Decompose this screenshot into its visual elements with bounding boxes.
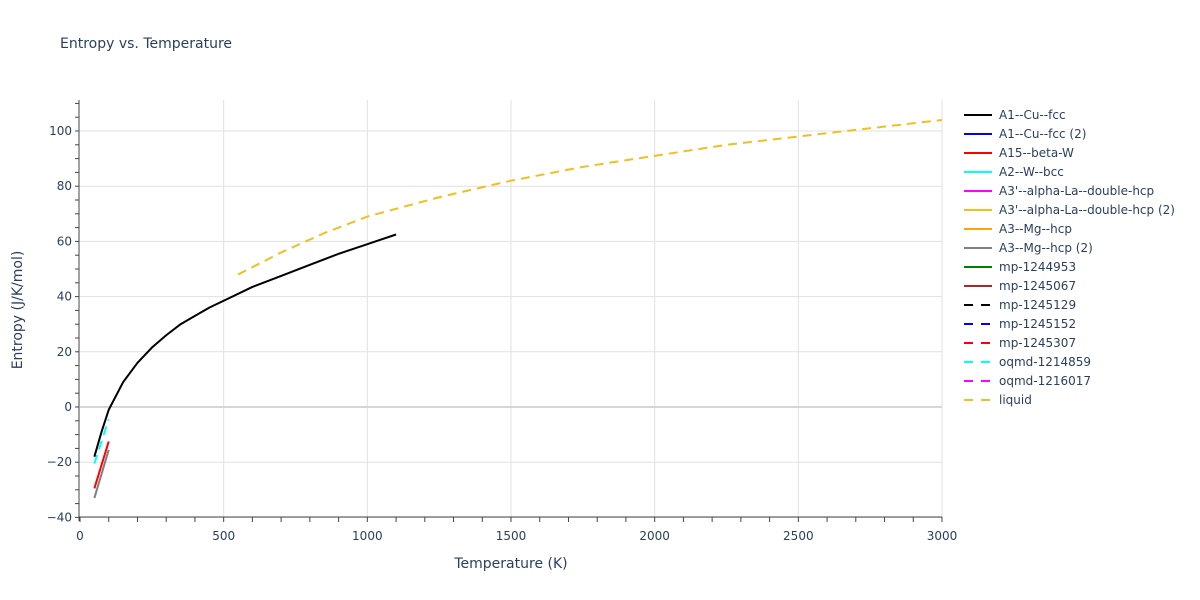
legend-label: A1--Cu--fcc (2): [999, 126, 1087, 141]
axes: [75, 100, 943, 522]
legend-label: A1--Cu--fcc: [999, 107, 1066, 122]
legend-item[interactable]: A3'--alpha-La--double-hcp (2): [963, 200, 1175, 219]
legend-item[interactable]: mp-1245152: [963, 314, 1175, 333]
y-tick-label: 0: [64, 400, 72, 414]
legend-label: oqmd-1214859: [999, 354, 1092, 369]
traces: [93, 118, 943, 499]
legend-line-swatch-icon: [964, 265, 992, 268]
legend-item[interactable]: mp-1245129: [963, 295, 1175, 314]
legend-label: mp-1245152: [999, 316, 1077, 331]
y-tick-label: 40: [57, 290, 72, 304]
legend-line-swatch-icon: [964, 322, 992, 325]
y-tick-label: 20: [57, 345, 72, 359]
legend-item[interactable]: A1--Cu--fcc: [963, 105, 1175, 124]
legend-label: mp-1245067: [999, 278, 1077, 293]
legend-label: mp-1245129: [999, 297, 1077, 312]
legend-label: A2--W--bcc: [999, 164, 1064, 179]
legend-line-swatch-icon: [964, 360, 992, 363]
legend-label: mp-1245307: [999, 335, 1077, 350]
legend-line-swatch-icon: [964, 189, 992, 192]
tick-labels: 0 500 1000 1500 2000 2500 3000 −40 −20 0 20 40 60 80 1…: [47, 124, 958, 543]
legend-label: A3'--alpha-La--double-hcp: [999, 183, 1155, 198]
legend-label: A3--Mg--hcp (2): [999, 240, 1093, 255]
x-tick-label: 500: [212, 529, 235, 543]
legend-label: mp-1244953: [999, 259, 1077, 274]
x-tick-label: 3000: [927, 529, 958, 543]
legend-item[interactable]: mp-1244953: [963, 257, 1175, 276]
y-tick-label: −40: [47, 510, 72, 524]
y-tick-label: 100: [49, 124, 72, 138]
trace-a1-cu-fcc[interactable]: [93, 233, 397, 457]
legend-item[interactable]: A1--Cu--fcc (2): [963, 124, 1175, 143]
legend-line-swatch-icon: [964, 208, 992, 211]
legend-line-swatch-icon: [964, 170, 992, 173]
y-tick-label: −20: [47, 455, 72, 469]
x-axis-title: Temperature (K): [453, 556, 567, 572]
legend-label: A3'--alpha-La--double-hcp (2): [999, 202, 1175, 217]
legend-item[interactable]: A3--Mg--hcp: [963, 219, 1175, 238]
legend-item[interactable]: mp-1245307: [963, 333, 1175, 352]
legend-item[interactable]: mp-1245067: [963, 276, 1175, 295]
legend-item[interactable]: oqmd-1216017: [963, 371, 1175, 390]
x-tick-label: 1000: [352, 529, 383, 543]
y-tick-label: 60: [57, 234, 72, 248]
y-tick-label: 80: [57, 179, 72, 193]
legend-line-swatch-icon: [964, 398, 992, 401]
legend-line-swatch-icon: [964, 246, 992, 249]
x-tick-label: 0: [76, 529, 84, 543]
trace-a3-mg-hcp-2-[interactable]: [93, 449, 110, 499]
y-axis-title: Entropy (J/K/mol): [10, 251, 26, 370]
legend-item[interactable]: oqmd-1214859: [963, 352, 1175, 371]
legend-label: A15--beta-W: [999, 145, 1074, 160]
legend-line-swatch-icon: [964, 284, 992, 287]
legend-item[interactable]: A15--beta-W: [963, 143, 1175, 162]
legend-item[interactable]: liquid: [963, 390, 1175, 409]
legend-line-swatch-icon: [964, 341, 992, 344]
legend-label: A3--Mg--hcp: [999, 221, 1072, 236]
trace-a15-beta-w[interactable]: [93, 441, 110, 489]
legend-line-swatch-icon: [964, 303, 992, 306]
legend-line-swatch-icon: [964, 227, 992, 230]
trace-liquid[interactable]: [237, 118, 943, 276]
x-tick-label: 2500: [783, 529, 814, 543]
legend-line-swatch-icon: [964, 151, 992, 154]
legend-label: liquid: [999, 392, 1032, 407]
legend-line-swatch-icon: [964, 379, 992, 382]
gridlines: [80, 100, 943, 518]
legend-line-swatch-icon: [964, 132, 992, 135]
legend-item[interactable]: A2--W--bcc: [963, 162, 1175, 181]
x-tick-label: 1500: [496, 529, 527, 543]
legend-label: oqmd-1216017: [999, 373, 1092, 388]
chart-title: Entropy vs. Temperature: [60, 36, 233, 52]
trace-oqmd-1214859[interactable]: [93, 419, 110, 464]
legend-item[interactable]: A3'--alpha-La--double-hcp: [963, 181, 1175, 200]
legend: A1--Cu--fcc A1--Cu--fcc (2) A15--beta-W A2-…: [963, 105, 1175, 409]
legend-item[interactable]: A3--Mg--hcp (2): [963, 238, 1175, 257]
legend-line-swatch-icon: [964, 113, 992, 116]
x-tick-label: 2000: [639, 529, 670, 543]
